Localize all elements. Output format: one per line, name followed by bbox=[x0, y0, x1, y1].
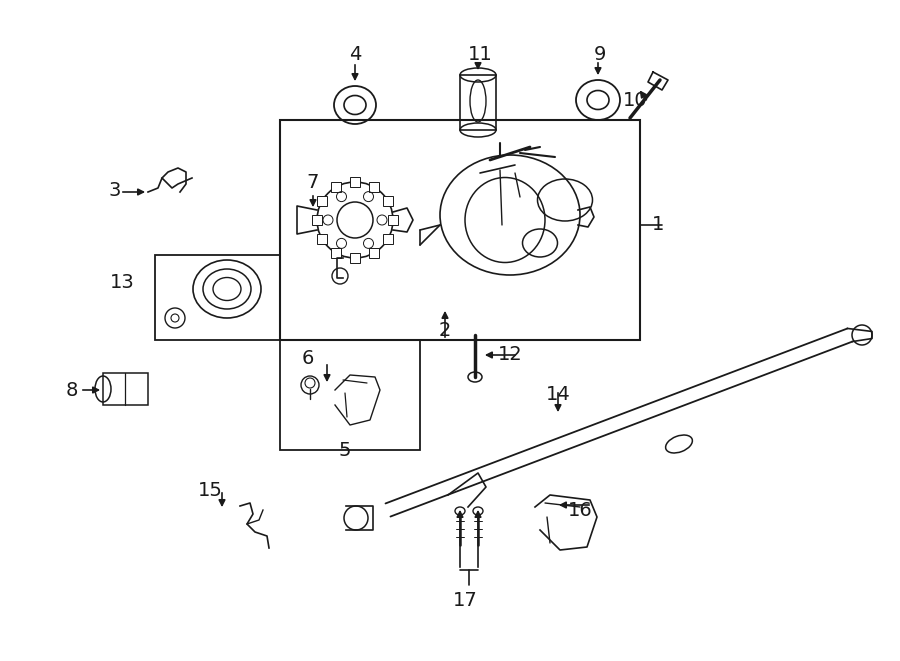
Bar bbox=[382, 196, 393, 206]
Bar bbox=[317, 196, 327, 206]
Text: 14: 14 bbox=[545, 385, 571, 405]
Bar bbox=[155, 255, 280, 340]
Text: 2: 2 bbox=[439, 321, 451, 340]
Bar bbox=[369, 182, 379, 192]
Text: 10: 10 bbox=[623, 91, 647, 110]
Text: 16: 16 bbox=[568, 500, 592, 520]
Text: 11: 11 bbox=[468, 46, 492, 65]
Text: 9: 9 bbox=[594, 46, 607, 65]
Bar bbox=[382, 234, 393, 244]
Bar bbox=[350, 177, 360, 187]
Bar bbox=[280, 120, 640, 340]
Text: 13: 13 bbox=[110, 272, 134, 292]
Text: 12: 12 bbox=[498, 346, 522, 364]
Text: 3: 3 bbox=[109, 180, 122, 200]
Bar bbox=[331, 248, 341, 258]
Bar bbox=[350, 253, 360, 263]
Bar bbox=[331, 182, 341, 192]
Bar bbox=[312, 215, 322, 225]
Bar bbox=[280, 340, 420, 450]
Text: 15: 15 bbox=[198, 481, 222, 500]
Bar bbox=[369, 248, 379, 258]
Text: 7: 7 bbox=[307, 173, 320, 192]
Text: 8: 8 bbox=[66, 381, 78, 399]
Text: 4: 4 bbox=[349, 46, 361, 65]
Text: 6: 6 bbox=[302, 348, 314, 368]
Text: 1: 1 bbox=[652, 215, 664, 235]
Text: 17: 17 bbox=[453, 590, 477, 609]
Bar bbox=[460, 75, 496, 130]
Text: 5: 5 bbox=[338, 440, 351, 459]
Bar bbox=[388, 215, 398, 225]
Bar bbox=[317, 234, 327, 244]
Bar bbox=[103, 373, 148, 405]
